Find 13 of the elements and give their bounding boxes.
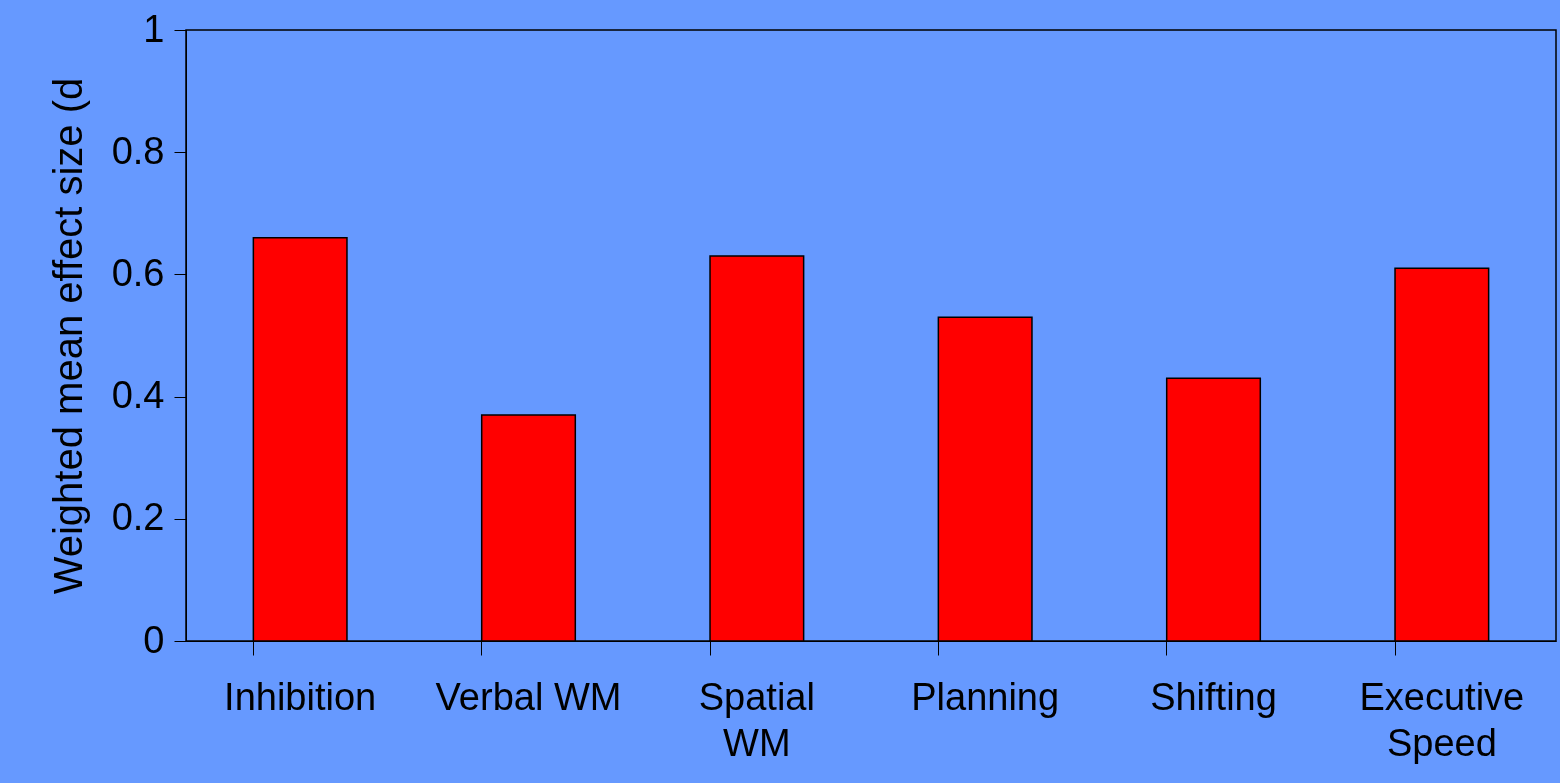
- y-tick-label: 0.2: [111, 496, 165, 539]
- x-tick-label: Spatial WM: [698, 675, 815, 764]
- y-axis-title: Weighted mean effect size (d: [45, 77, 90, 595]
- x-tick-label: Inhibition: [224, 675, 377, 718]
- x-tick-label: Verbal WM: [435, 675, 622, 718]
- y-tick-label: 0.4: [111, 374, 165, 417]
- x-tick-label: Shifting: [1150, 675, 1277, 718]
- x-tick-label: Planning: [911, 675, 1060, 718]
- y-tick-label: 0: [143, 618, 165, 661]
- y-tick-label: 1: [143, 7, 165, 50]
- y-tick-label: 0.8: [111, 129, 165, 172]
- x-tick-label: Executive Speed: [1359, 675, 1525, 764]
- y-tick-label: 0.6: [111, 251, 165, 294]
